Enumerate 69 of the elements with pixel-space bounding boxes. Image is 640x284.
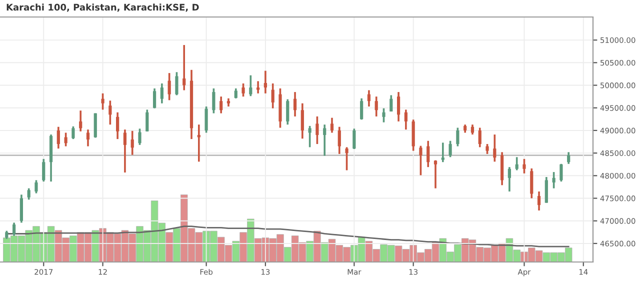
candlestick bbox=[515, 156, 518, 172]
candlestick bbox=[345, 146, 348, 172]
candlestick bbox=[94, 112, 97, 139]
candlestick bbox=[256, 80, 260, 94]
candlestick bbox=[234, 88, 238, 100]
candlestick bbox=[220, 96, 223, 114]
candlestick bbox=[522, 158, 526, 174]
candlestick bbox=[404, 108, 408, 130]
candlestick bbox=[42, 158, 46, 182]
candlestick bbox=[123, 128, 127, 174]
candlestick bbox=[537, 190, 541, 212]
candlestick bbox=[382, 107, 386, 124]
candlestick bbox=[212, 88, 216, 114]
candlestick bbox=[478, 126, 482, 148]
candlestick bbox=[138, 128, 142, 146]
candlestick bbox=[108, 100, 112, 126]
candlestick bbox=[426, 140, 430, 168]
candlestick bbox=[308, 125, 312, 148]
candlestick bbox=[560, 163, 563, 182]
candlestick bbox=[456, 126, 460, 148]
candlestick bbox=[249, 74, 252, 98]
candlestick bbox=[293, 91, 297, 118]
candlestick bbox=[316, 116, 319, 145]
candlestick bbox=[242, 82, 245, 98]
candlestick bbox=[434, 159, 438, 190]
chart-title: Karachi 100, Pakistan, Karachi:KSE, D bbox=[6, 4, 199, 12]
candlestick bbox=[330, 116, 334, 134]
candlestick bbox=[544, 176, 548, 204]
candlestick bbox=[367, 89, 371, 108]
candlestick bbox=[470, 124, 474, 136]
candlestick bbox=[175, 71, 178, 96]
candlestick bbox=[64, 132, 68, 148]
candlestick bbox=[360, 97, 364, 121]
candlestick bbox=[182, 44, 186, 92]
candlestick bbox=[101, 92, 104, 111]
candlestick bbox=[20, 194, 23, 224]
candlestick bbox=[338, 126, 341, 155]
candlestick bbox=[300, 102, 304, 140]
candlestick bbox=[390, 94, 393, 112]
candlestick bbox=[116, 111, 120, 140]
candlestick bbox=[271, 82, 274, 110]
candlestick bbox=[352, 128, 356, 150]
candlestick bbox=[152, 88, 156, 110]
candlestick bbox=[567, 151, 570, 165]
candlestick bbox=[419, 144, 422, 176]
candlestick bbox=[56, 126, 60, 150]
candlestick bbox=[530, 168, 534, 200]
candlestick bbox=[374, 96, 378, 118]
candlestick bbox=[493, 134, 496, 163]
candlestick bbox=[264, 70, 267, 94]
candlestick bbox=[146, 108, 149, 132]
candlestick bbox=[448, 140, 452, 158]
candlestick bbox=[86, 128, 90, 148]
candlestick bbox=[72, 125, 75, 140]
candlestick bbox=[486, 143, 489, 155]
candlestick bbox=[27, 187, 30, 201]
candlestick bbox=[323, 124, 326, 157]
candlestick bbox=[34, 179, 38, 194]
candlestick bbox=[168, 72, 171, 102]
candlestick bbox=[396, 91, 400, 122]
candlestick bbox=[79, 110, 82, 132]
candlestick bbox=[160, 82, 164, 104]
candlestick bbox=[130, 130, 134, 156]
candlestick bbox=[12, 222, 16, 237]
candlestick bbox=[286, 98, 290, 126]
candlestick bbox=[441, 142, 444, 164]
candlestick bbox=[508, 166, 511, 192]
candlestick bbox=[204, 106, 208, 134]
candlestick bbox=[552, 171, 556, 190]
